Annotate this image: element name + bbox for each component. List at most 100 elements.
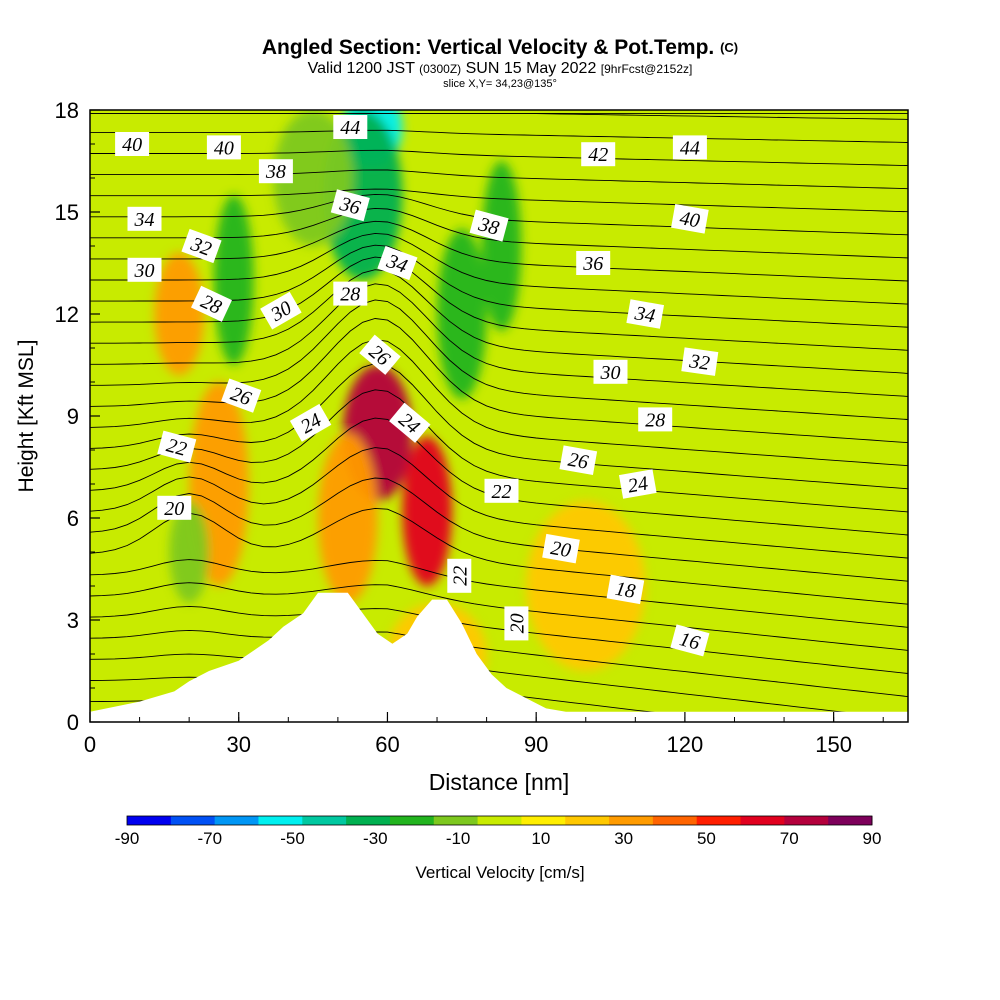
x-tick-label: 120 xyxy=(667,732,704,757)
y-tick-label: 18 xyxy=(55,98,79,123)
x-tick-label: 90 xyxy=(524,732,548,757)
colorbar-tick-label: 90 xyxy=(863,829,882,848)
contour-label-text: 36 xyxy=(582,253,603,275)
contour-label-text: 38 xyxy=(265,161,286,183)
contour-label-text: 22 xyxy=(492,481,512,503)
colorbar-swatch xyxy=(652,816,698,825)
colorbar-swatch xyxy=(740,816,785,825)
contour-label-text: 24 xyxy=(626,472,650,497)
theta-contour xyxy=(90,169,908,190)
colorbar-tick-label: -50 xyxy=(280,829,305,848)
velocity-feature xyxy=(154,252,205,376)
contour-label: 34 xyxy=(127,206,162,231)
x-axis-label: Distance [nm] xyxy=(429,769,570,795)
contour-label: 44 xyxy=(672,135,707,160)
contour-label-text: 44 xyxy=(340,117,360,139)
contour-label: 22 xyxy=(484,478,519,503)
y-tick-label: 6 xyxy=(67,506,79,531)
valid-zulu: (0300Z) xyxy=(419,62,462,76)
colorbar-swatch xyxy=(828,816,873,825)
colorbar-tick-label: 50 xyxy=(697,829,716,848)
theta-contour xyxy=(90,363,908,490)
contour-label-text: 40 xyxy=(214,137,234,159)
contour-label: 42 xyxy=(581,142,616,167)
contour-label: 32 xyxy=(681,347,719,376)
contour-label: 26 xyxy=(559,445,598,475)
contour-label-text: 30 xyxy=(134,260,155,282)
y-tick-label: 12 xyxy=(55,302,79,327)
contour-label-text: 44 xyxy=(680,137,700,159)
theta-contour xyxy=(90,605,908,674)
valid-date: SUN 15 May 2022 xyxy=(465,60,597,77)
colorbar-swatch xyxy=(258,816,303,825)
theta-contour xyxy=(90,507,908,605)
theta-contour xyxy=(90,582,908,651)
contour-label: 32 xyxy=(181,228,222,264)
theta-contour xyxy=(90,232,908,305)
contour-label: 16 xyxy=(670,624,710,657)
velocity-feature xyxy=(481,161,522,331)
contour-label: 40 xyxy=(671,204,709,234)
theta-contour xyxy=(90,256,908,351)
y-axis-label: Height [Kft MSL] xyxy=(15,340,38,493)
colorbar: -90 -70 -50 -30 -10 10 30 50 70 90 xyxy=(115,815,882,848)
theta-contour xyxy=(90,559,908,628)
contour-label-text: 22 xyxy=(449,566,471,586)
contour-label-text: 20 xyxy=(549,537,573,562)
contour-label-text: 30 xyxy=(600,362,621,384)
colorbar-tick-label: -30 xyxy=(363,829,388,848)
colorbar-swatch xyxy=(609,816,654,825)
velocity-feature xyxy=(169,501,209,603)
y-tick-label: 3 xyxy=(67,608,79,633)
y-tick-label: 15 xyxy=(55,200,79,225)
colorbar-swatch xyxy=(170,816,216,825)
contour-label: 40 xyxy=(115,132,150,156)
contour-label-text: 20 xyxy=(506,613,528,633)
colorbar-tick-label: -90 xyxy=(115,829,140,848)
chart-valid-line: Valid 1200 JST (0300Z) SUN 15 May 2022 [… xyxy=(0,60,1000,78)
colorbar-swatch xyxy=(433,816,479,825)
colorbar-swatch xyxy=(565,816,610,825)
theta-contour xyxy=(90,629,908,698)
contour-label: 20 xyxy=(542,533,580,564)
theta-contour xyxy=(90,129,908,143)
contour-label: 30 xyxy=(593,359,628,384)
theta-contour xyxy=(90,389,908,513)
theta-contour xyxy=(90,339,908,467)
contour-label: 34 xyxy=(626,299,665,329)
x-axis-ticks: 0 30 60 90 120 150 xyxy=(84,712,884,757)
contour-label: 44 xyxy=(333,115,368,139)
x-tick-label: 30 xyxy=(226,732,250,757)
contour-label: 28 xyxy=(333,281,368,306)
velocity-feature xyxy=(402,436,452,586)
theta-contour xyxy=(90,477,908,582)
valid-fcst: [9hrFcst@2152z] xyxy=(600,62,693,76)
y-axis-ticks: 0 3 6 9 12 15 18 xyxy=(55,98,100,735)
theta-contour xyxy=(90,447,908,559)
contour-label: 30 xyxy=(127,257,162,282)
colorbar-frame xyxy=(126,815,873,826)
contour-label: 20 xyxy=(157,495,192,520)
title-mark: (C) xyxy=(720,40,739,55)
theta-contour xyxy=(90,188,908,213)
terrain-mask xyxy=(90,592,908,722)
colorbar-swatch xyxy=(477,816,522,825)
velocity-feature xyxy=(437,229,487,399)
colorbar-swatch xyxy=(346,816,391,825)
colorbar-swatch xyxy=(389,816,435,825)
contour-label-text: 18 xyxy=(613,578,637,603)
colorbar-swatch xyxy=(127,816,172,825)
contour-label: 24 xyxy=(618,469,657,499)
contour-label: 18 xyxy=(606,574,645,605)
theta-contour xyxy=(90,653,908,716)
theta-contour xyxy=(90,220,908,282)
contour-label: 22 xyxy=(157,430,197,463)
contour-label-text: 32 xyxy=(687,350,711,375)
contour-label: 36 xyxy=(576,251,611,275)
colorbar-tick-label: 70 xyxy=(780,829,799,848)
velocity-feature xyxy=(318,433,378,603)
title-text: Angled Section: Vertical Velocity & Pot.… xyxy=(261,36,715,59)
colorbar-label: Vertical Velocity [cm/s] xyxy=(415,863,585,882)
theta-contour xyxy=(90,299,908,420)
